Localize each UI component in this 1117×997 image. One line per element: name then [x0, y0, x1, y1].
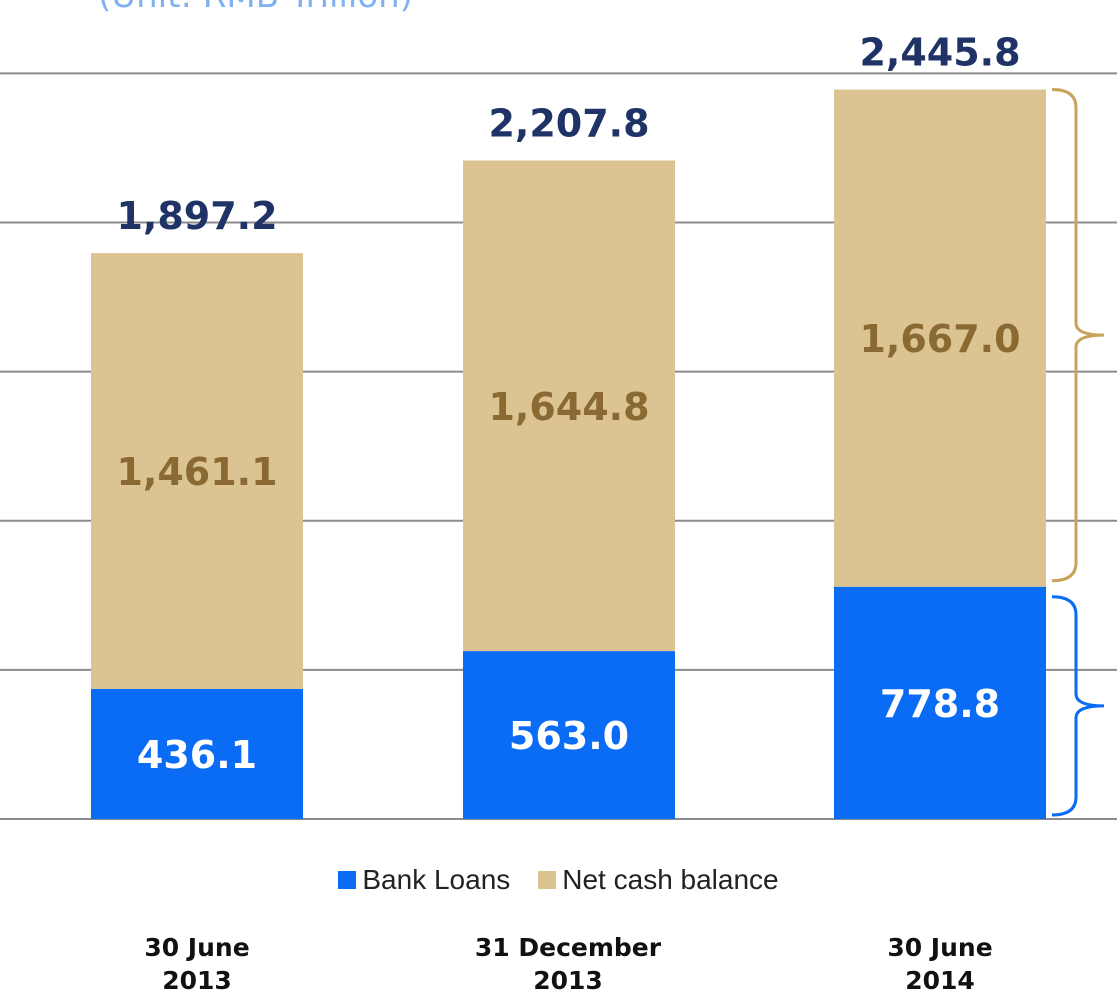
unit-label: (Unit: RMB Trillion): [98, 0, 698, 18]
bar-bank-loans: [834, 586, 1046, 819]
stacked-bar-chart: 436.1 1,461.1 1,897.2 563.0 1,644.8 2,207.8 77…: [0, 31, 1117, 820]
bracket-bank-loans: [1051, 595, 1105, 817]
legend-item-bank-loans: Bank Loans: [338, 864, 510, 896]
brackets: [1051, 88, 1105, 817]
category-label-3: 30 June 2014: [820, 931, 1060, 997]
bar-net-cash-balance: [834, 89, 1046, 587]
category-label-2: 31 December 2013: [448, 931, 688, 997]
data-label-net-cash-balance: 1,461.1: [116, 450, 277, 494]
category-label-1-line1: 30 June: [144, 933, 250, 962]
bar-bank-loans: [91, 688, 303, 819]
legend-label-bank-loans: Bank Loans: [362, 864, 511, 895]
category-label-1: 30 June 2013: [77, 931, 317, 997]
legend-swatch-bank-loans: [338, 871, 357, 889]
bars: [91, 89, 1046, 819]
legend: Bank Loans Net cash balance: [0, 858, 1117, 902]
data-label-bank-loans: 778.8: [880, 682, 1000, 726]
category-label-3-line1: 30 June: [887, 933, 993, 962]
data-label-bank-loans: 436.1: [137, 733, 257, 777]
legend-label-net-cash-balance: Net cash balance: [562, 864, 779, 895]
category-label-2-line2: 2013: [533, 966, 603, 995]
data-label-net-cash-balance: 1,667.0: [859, 317, 1020, 361]
data-label-total: 1,897.2: [116, 194, 277, 238]
category-label-3-line2: 2014: [905, 966, 975, 995]
bar-net-cash-balance: [463, 160, 675, 652]
legend-item-net-cash-balance: Net cash balance: [538, 864, 779, 896]
category-label-1-line2: 2013: [162, 966, 232, 995]
bar-net-cash-balance: [91, 253, 303, 689]
bracket-net-cash-balance: [1051, 88, 1105, 583]
data-label-net-cash-balance: 1,644.8: [488, 385, 649, 429]
data-label-bank-loans: 563.0: [509, 714, 629, 758]
legend-swatch-net-cash-balance: [538, 871, 557, 889]
data-labels: 436.1 1,461.1 1,897.2 563.0 1,644.8 2,207.8 77…: [116, 31, 1020, 777]
data-label-total: 2,445.8: [859, 31, 1020, 75]
category-label-2-line1: 31 December: [474, 933, 662, 962]
bar-bank-loans: [463, 651, 675, 819]
data-label-total: 2,207.8: [488, 102, 649, 146]
